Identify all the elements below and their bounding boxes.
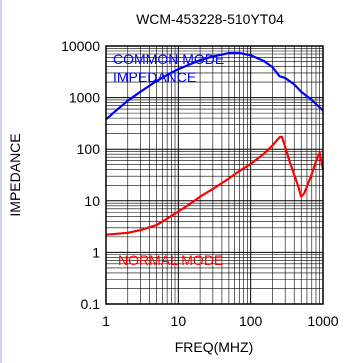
series-labels: COMMON MODE IMPEDANCE NORMAL MODE	[113, 51, 224, 268]
x-tick-label: 10	[171, 313, 187, 329]
y-tick-label: 1	[92, 244, 100, 260]
series-label: COMMON MODE	[113, 51, 224, 67]
x-tick-label: 100	[239, 313, 263, 329]
x-axis-label: FREQ(MHZ)	[175, 339, 254, 355]
x-tick-label: 1	[102, 313, 110, 329]
y-tick-label: 0.1	[81, 296, 101, 312]
normal-mode-line	[105, 135, 325, 236]
chart-title: WCM-453228-510YT04	[136, 11, 284, 27]
y-axis-label: IMPEDANCE	[7, 133, 23, 216]
y-tick-label: 10000	[61, 38, 100, 54]
plot-area-border	[105, 45, 324, 305]
series-label: IMPEDANCE	[113, 69, 196, 85]
y-tick-labels: 0.1 1 10 100 1000 10000	[61, 38, 100, 312]
series-group	[105, 51, 325, 236]
y-tick-label: 1000	[69, 90, 100, 106]
series-label: NORMAL MODE	[118, 252, 223, 268]
y-tick-label: 100	[77, 141, 101, 157]
common-mode-line	[105, 51, 324, 121]
left-edge-border	[0, 0, 2, 363]
x-tick-label: 1000	[307, 313, 338, 329]
x-tick-labels: 1 10 100 1000	[102, 313, 339, 329]
y-tick-label: 10	[84, 193, 100, 209]
